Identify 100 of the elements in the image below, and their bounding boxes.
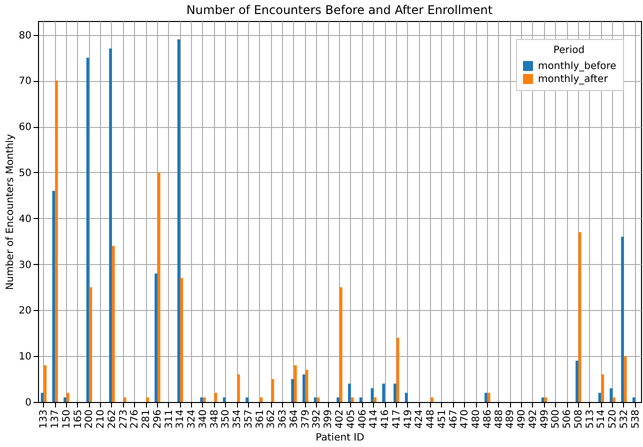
x-tick-label: 405 bbox=[346, 410, 357, 429]
x-tick-label: 273 bbox=[118, 410, 130, 429]
x-tick-label: 480 bbox=[471, 410, 482, 429]
x-tick-label: 467 bbox=[448, 410, 460, 429]
x-tick-label: 314 bbox=[175, 410, 186, 429]
bar bbox=[157, 172, 160, 402]
x-tick-label: 417 bbox=[391, 410, 402, 429]
bar bbox=[632, 397, 636, 402]
x-tick-label: 281 bbox=[141, 410, 152, 429]
x-tick-label: 150 bbox=[61, 410, 72, 429]
bar bbox=[348, 384, 351, 402]
x-tick-label: 486 bbox=[482, 410, 494, 429]
x-tick-label: 451 bbox=[436, 410, 448, 429]
x-tick-label: 406 bbox=[357, 410, 368, 429]
bar bbox=[359, 397, 362, 402]
bar bbox=[541, 397, 544, 402]
x-tick-label: 448 bbox=[426, 410, 437, 429]
x-tick-label: 470 bbox=[460, 410, 471, 429]
bar bbox=[612, 397, 616, 402]
bar bbox=[382, 384, 386, 402]
bar bbox=[302, 374, 306, 402]
bar bbox=[487, 392, 490, 402]
bar bbox=[44, 365, 47, 402]
y-tick-label: 70 bbox=[18, 76, 32, 88]
x-tick-label: 165 bbox=[72, 410, 84, 429]
bar bbox=[200, 397, 203, 402]
x-tick-label: 514 bbox=[596, 410, 608, 429]
x-tick-label: 500 bbox=[550, 410, 562, 429]
x-tick-label: 399 bbox=[323, 410, 334, 429]
x-tick-label: 416 bbox=[380, 410, 392, 429]
bar bbox=[578, 232, 582, 402]
bar bbox=[316, 397, 320, 402]
x-tick-label: 488 bbox=[494, 410, 505, 429]
x-tick-label: 499 bbox=[539, 410, 550, 429]
y-tick-label: 20 bbox=[18, 306, 32, 317]
bar bbox=[374, 397, 376, 402]
x-tick-label: 200 bbox=[84, 410, 96, 429]
bar bbox=[610, 388, 613, 402]
bar bbox=[109, 48, 112, 402]
x-tick-label: 361 bbox=[254, 410, 266, 429]
y-tick-label: 60 bbox=[18, 122, 32, 134]
y-axis-title: Number of Encounters Monthly bbox=[4, 134, 16, 290]
y-tick-label: 50 bbox=[18, 168, 32, 179]
x-tick-label: 538 bbox=[630, 410, 642, 429]
bar bbox=[112, 246, 115, 402]
x-tick-label: 350 bbox=[220, 410, 232, 429]
bar bbox=[146, 397, 149, 402]
bar bbox=[336, 397, 340, 402]
x-tick-label: 262 bbox=[106, 410, 118, 429]
chart-title: Number of Encounters Before and After Enrollment bbox=[186, 3, 493, 17]
bar bbox=[294, 365, 297, 402]
bar bbox=[55, 80, 58, 402]
x-tick-label: 506 bbox=[562, 410, 574, 429]
x-tick-label: 402 bbox=[334, 410, 346, 429]
x-tick-label: 492 bbox=[528, 410, 539, 429]
x-tick-label: 424 bbox=[414, 410, 426, 429]
bar bbox=[430, 397, 434, 402]
x-tick-label: 532 bbox=[618, 410, 630, 429]
bar bbox=[576, 360, 578, 402]
x-tick-label: 508 bbox=[573, 410, 584, 429]
bar bbox=[180, 278, 184, 402]
bar bbox=[394, 384, 396, 402]
x-tick-label: 489 bbox=[505, 410, 516, 429]
bar bbox=[89, 287, 92, 402]
legend-title: Period bbox=[553, 45, 585, 56]
x-tick-label: 133 bbox=[38, 410, 50, 429]
bar bbox=[154, 273, 158, 402]
x-tick-label: 357 bbox=[243, 410, 254, 429]
x-tick-label: 520 bbox=[608, 410, 619, 429]
y-tick-label: 40 bbox=[18, 214, 32, 225]
bar bbox=[64, 397, 66, 402]
x-tick-label: 379 bbox=[300, 410, 312, 429]
bar bbox=[237, 374, 240, 402]
x-tick-label: 362 bbox=[266, 410, 278, 429]
bar bbox=[52, 190, 56, 402]
x-tick-label: 311 bbox=[164, 410, 175, 429]
x-tick-label: 354 bbox=[232, 410, 244, 429]
bar bbox=[246, 397, 248, 402]
bar bbox=[404, 392, 408, 402]
x-tick-label: 392 bbox=[312, 410, 323, 429]
bar bbox=[291, 379, 294, 402]
x-tick-label: 296 bbox=[152, 410, 164, 429]
x-tick-label: 513 bbox=[584, 410, 596, 429]
x-tick-label: 276 bbox=[130, 410, 141, 429]
x-tick-label: 414 bbox=[368, 410, 380, 429]
y-tick-label: 30 bbox=[18, 260, 32, 271]
x-tick-label: 490 bbox=[516, 410, 528, 429]
bar bbox=[601, 374, 604, 402]
legend-label: monthly_after bbox=[538, 74, 609, 85]
bar bbox=[66, 392, 70, 402]
x-tick-label: 363 bbox=[278, 410, 289, 429]
bar bbox=[271, 379, 274, 402]
x-tick-label: 324 bbox=[186, 410, 198, 429]
x-tick-label: 348 bbox=[209, 410, 220, 429]
bar bbox=[202, 397, 206, 402]
x-tick-label: 137 bbox=[50, 410, 62, 429]
bar bbox=[484, 392, 488, 402]
legend-label: monthly_before bbox=[538, 61, 616, 72]
bar bbox=[340, 287, 342, 402]
x-axis-title: Patient ID bbox=[316, 432, 365, 444]
